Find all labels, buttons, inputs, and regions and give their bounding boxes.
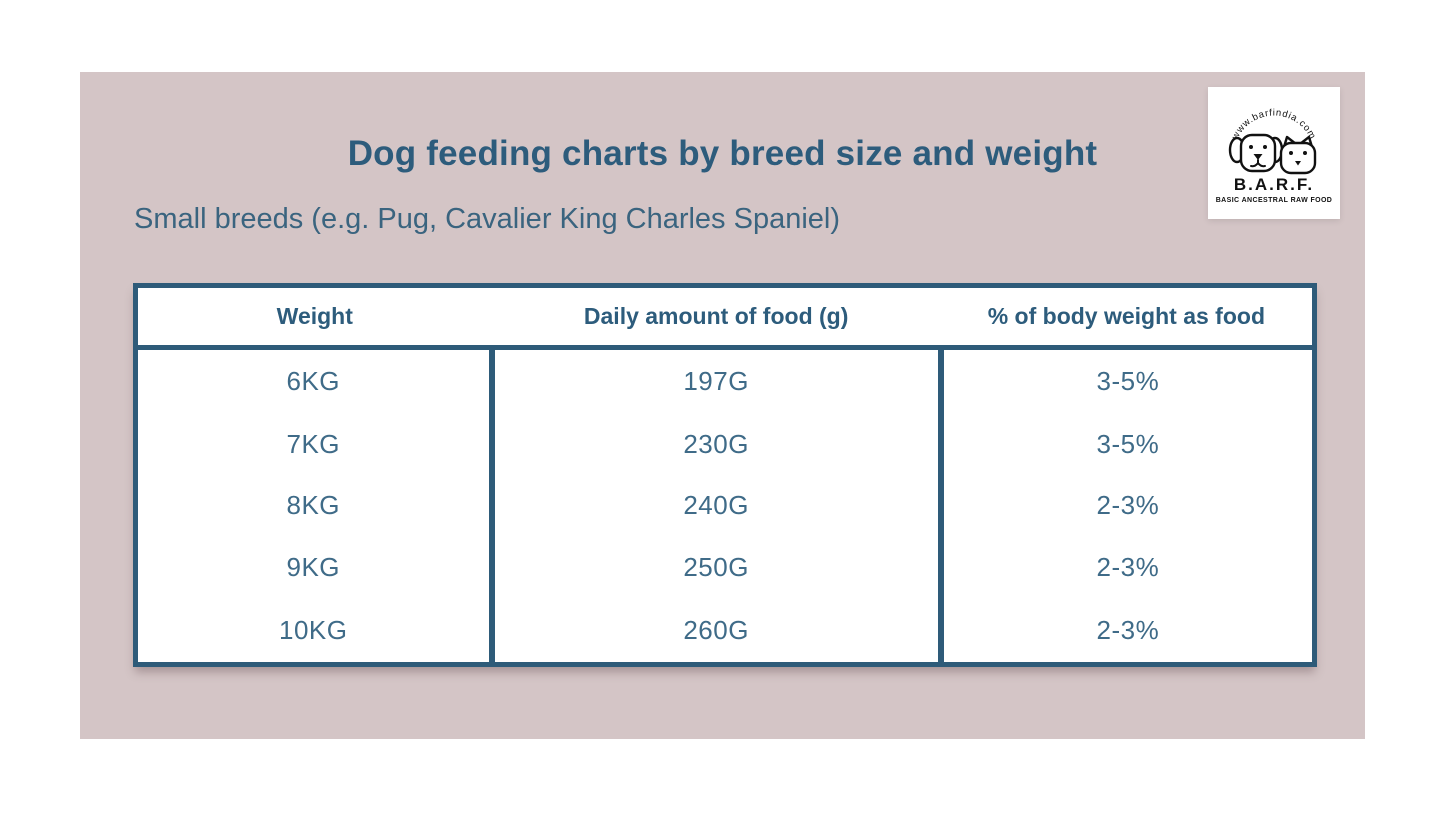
table-cell: 197G: [488, 347, 941, 414]
content-panel: Dog feeding charts by breed size and wei…: [80, 72, 1365, 739]
column-header: Daily amount of food (g): [491, 285, 941, 350]
feeding-table: Weight Daily amount of food (g)% of body …: [133, 283, 1317, 667]
table-header: Weight Daily amount of food (g)% of body …: [135, 285, 1315, 350]
table-cell: 250G: [488, 536, 941, 599]
table-cell: 9KG: [286, 551, 341, 582]
barf-logo: www.barfindia.com B.A.R.F: [1208, 87, 1340, 219]
logo-tagline: BASIC ANCESTRAL RAW FOOD: [1215, 197, 1333, 204]
table-cell: 10KG: [279, 614, 348, 645]
table-row: 7KG 230G 3-5%: [136, 413, 1315, 476]
table-cell: 240G: [488, 475, 941, 537]
page-subtitle: Small breeds (e.g. Pug, Cavalier King Ch…: [134, 203, 841, 235]
table-cell: 6KG: [286, 366, 341, 397]
column-header: % of body weight as food: [940, 285, 1315, 350]
table-cell: 2-3%: [937, 598, 1315, 665]
table-cell: 3-5%: [937, 347, 1315, 414]
page-title: Dog feeding charts by breed size and wei…: [347, 134, 1098, 173]
column-header: Weight: [135, 285, 492, 350]
table-body: 6KG 197G 3-5% 7KG 230G 3-5% 8KG 240G 2-3% 9KG 250G…: [136, 347, 1315, 665]
logo-artwork: www.barfindia.com: [1228, 107, 1317, 175]
cat-face-icon: [1279, 135, 1317, 175]
table-row: 6KG 197G 3-5%: [136, 347, 1315, 414]
table-cell: 230G: [488, 413, 941, 476]
table-cell: 8KG: [286, 490, 341, 521]
logo-name: B.A.R.F.: [1233, 175, 1315, 194]
header-row: Weight Daily amount of food (g)% of body …: [135, 285, 1315, 350]
dog-face-icon: [1228, 133, 1284, 173]
table-cell: 2-3%: [937, 536, 1315, 599]
table-row: 8KG 240G 2-3%: [136, 475, 1315, 537]
table-cell: 7KG: [286, 429, 341, 460]
table-cell: 260G: [488, 598, 941, 665]
table-row: 9KG 250G 2-3%: [136, 536, 1315, 599]
table-cell: 3-5%: [937, 413, 1315, 476]
table-row: 10KG 260G 2-3%: [136, 598, 1315, 665]
table-cell: 2-3%: [937, 475, 1315, 537]
feeding-table-wrap: Weight Daily amount of food (g)% of body …: [133, 283, 1317, 667]
